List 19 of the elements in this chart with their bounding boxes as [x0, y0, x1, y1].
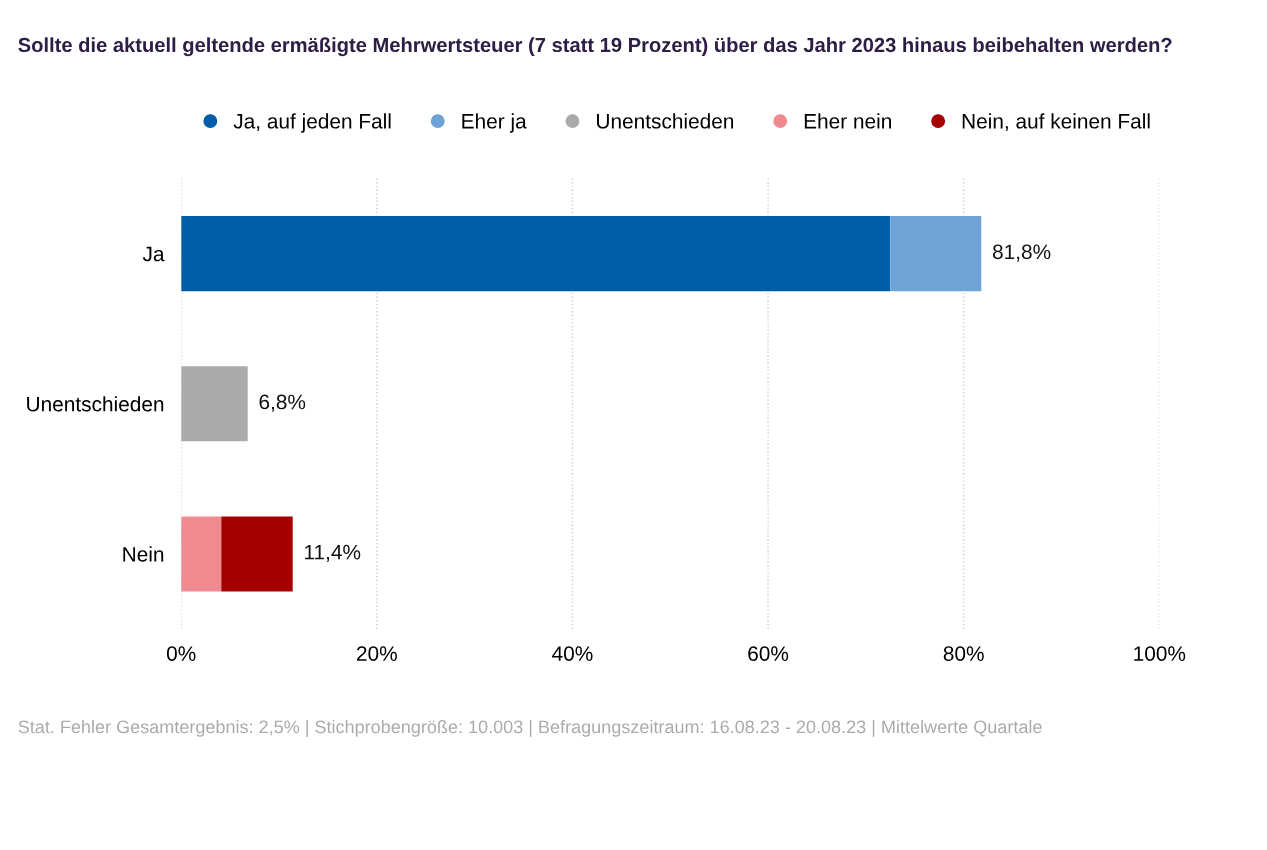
x-tick-label: 60%	[748, 646, 789, 661]
legend-label: Ja, auf jeden Fall	[233, 113, 391, 133]
legend-label: Eher ja	[462, 113, 527, 133]
text: Stat. Fehler Gesamtergebnis: 2,5% | Stichprobengröße: 10.003 | Befragungszeitraum: 16.08.23 - 20.08.23 | Mittelwerte Quartale	[18, 719, 1042, 737]
x-tick-label: 40%	[552, 646, 593, 661]
legend-label: Nein, auf keinen Fall	[962, 113, 1150, 132]
total-label: 81,8%	[992, 244, 1051, 262]
total-label: 11,4%	[305, 544, 361, 562]
total-label: 6,8%	[259, 394, 306, 412]
x-tick-label: 100%	[1134, 646, 1186, 661]
x-tick-label: 0%	[166, 646, 196, 661]
y-tick-label: Ja	[142, 246, 165, 262]
chart-title: Sollte die aktuell geltende ermäßigte Mehrwertsteuer (7 statt 19 Prozent) über das Jahr 2023 hinaus beibehalten werden?	[18, 37, 1172, 57]
y-tick-label: Nein	[123, 546, 164, 562]
x-tick-label: 20%	[357, 646, 397, 661]
x-tick-label: 80%	[943, 646, 984, 661]
y-tick-label: Unentschieden	[27, 396, 164, 412]
legend-label: Eher nein	[804, 113, 891, 129]
legend-label: Unentschieden	[597, 113, 734, 129]
